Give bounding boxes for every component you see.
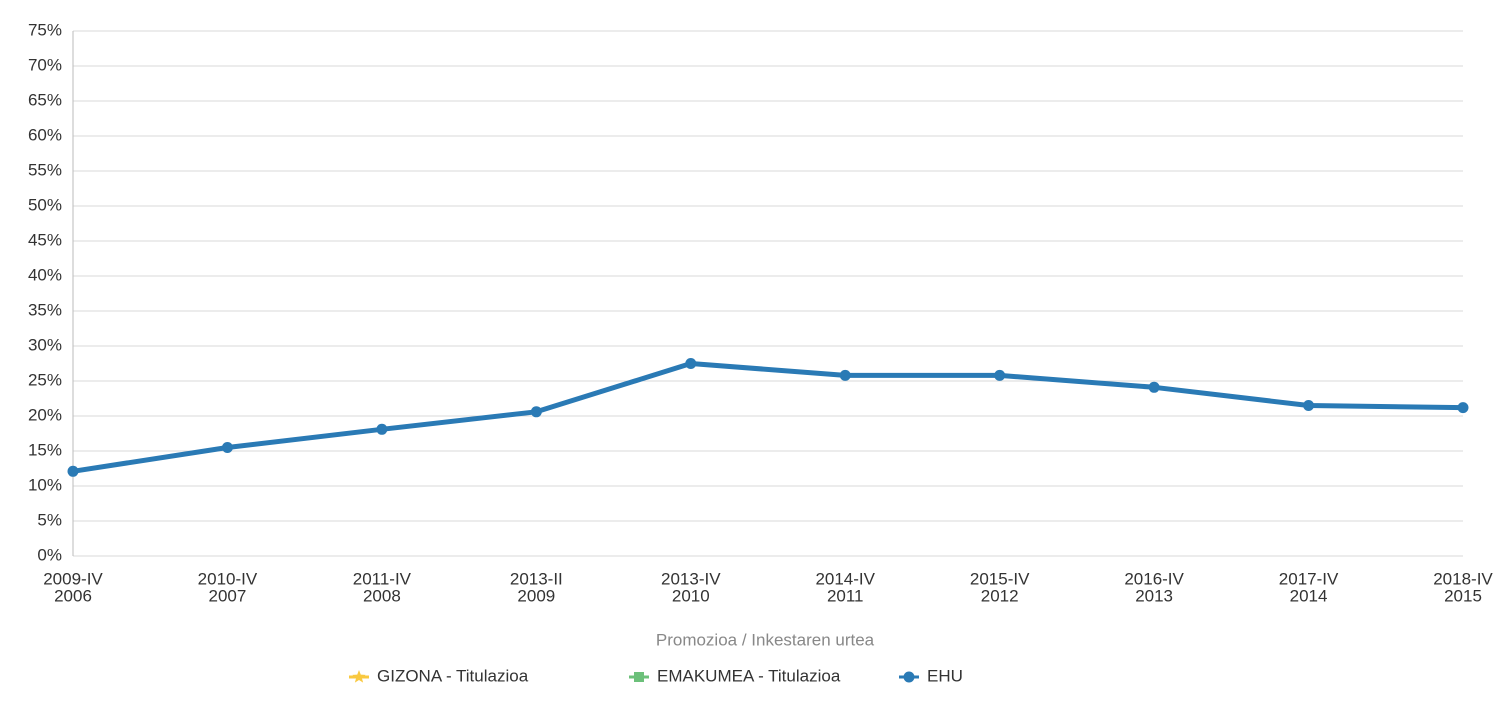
x-tick-label: 2011 <box>827 586 864 605</box>
x-tick-label: 2012 <box>981 586 1019 605</box>
x-tick-label: 2018-IV <box>1433 569 1493 588</box>
y-tick-label: 75% <box>28 20 62 39</box>
y-tick-label: 20% <box>28 405 62 424</box>
x-tick-label: 2014 <box>1290 586 1328 605</box>
x-tick-label: 2008 <box>363 586 401 605</box>
x-tick-label: 2010-IV <box>198 569 258 588</box>
x-tick-label: 2015 <box>1444 586 1482 605</box>
x-tick-label: 2013 <box>1135 586 1173 605</box>
x-tick-label: 2011-IV <box>353 569 412 588</box>
x-tick-label: 2007 <box>209 586 247 605</box>
x-tick-label: 2009-IV <box>43 569 103 588</box>
y-tick-label: 70% <box>28 55 62 74</box>
series-line <box>72 361 1464 474</box>
data-point <box>1303 400 1315 411</box>
data-point <box>685 358 697 369</box>
x-tick-label: 2016-IV <box>1124 569 1184 588</box>
x-tick-label: 2017-IV <box>1279 569 1339 588</box>
y-tick-label: 60% <box>28 125 62 144</box>
legend-marker <box>903 671 915 683</box>
legend-label: GIZONA - Titulazioa <box>377 666 529 685</box>
legend-label: EHU <box>927 666 963 685</box>
y-tick-label: 10% <box>28 475 62 494</box>
x-tick-label: 2014-IV <box>815 569 875 588</box>
y-tick-label: 40% <box>28 265 62 284</box>
data-point <box>1148 381 1160 393</box>
y-tick-label: 25% <box>28 370 62 389</box>
x-tick-label: 2010 <box>672 586 710 605</box>
y-tick-label: 35% <box>28 300 62 319</box>
data-point <box>221 442 233 453</box>
y-tick-label: 5% <box>37 510 62 529</box>
y-tick-label: 45% <box>28 230 62 249</box>
legend-label: EMAKUMEA - Titulazioa <box>657 666 841 685</box>
x-tick-label: 2006 <box>54 586 92 605</box>
x-tick-label: 2015-IV <box>970 569 1030 588</box>
data-point <box>376 423 388 435</box>
data-point <box>530 406 542 418</box>
y-tick-label: 15% <box>28 440 62 459</box>
data-point <box>67 465 79 477</box>
y-tick-label: 30% <box>28 335 62 354</box>
y-tick-label: 65% <box>28 90 62 109</box>
data-point <box>994 369 1006 381</box>
legend-marker <box>352 670 366 683</box>
data-point <box>839 369 851 381</box>
legend-marker <box>634 672 644 682</box>
x-tick-label: 2013-IV <box>661 569 721 588</box>
x-axis-label: Promozioa / Inkestaren urtea <box>656 630 875 649</box>
y-tick-label: 50% <box>28 195 62 214</box>
x-tick-label: 2009 <box>517 586 555 605</box>
y-tick-label: 55% <box>28 160 62 179</box>
y-tick-label: 0% <box>37 545 62 564</box>
x-tick-label: 2013-II <box>510 569 563 588</box>
data-point <box>1457 402 1469 414</box>
